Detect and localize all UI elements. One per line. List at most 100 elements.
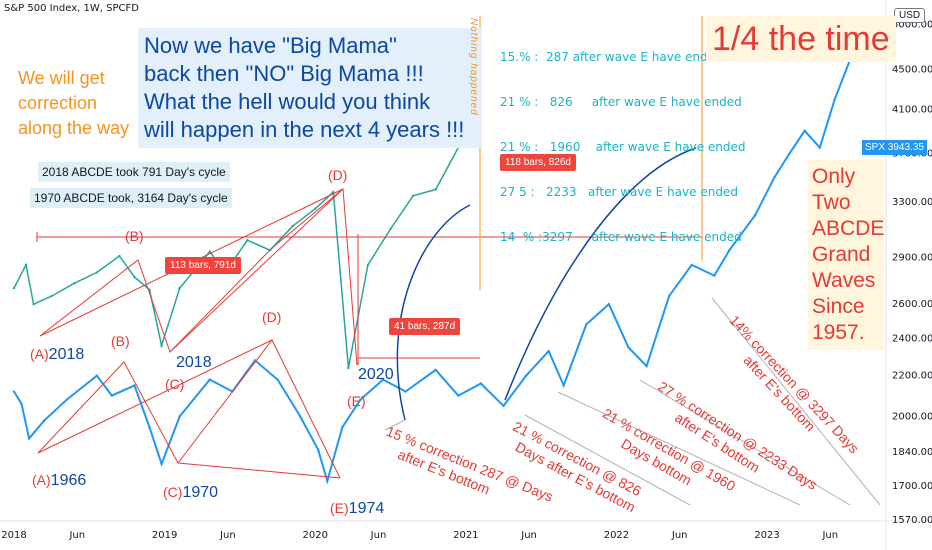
grand-waves-line: Two <box>812 191 851 214</box>
series-point <box>73 282 76 285</box>
wave-e-item: 21 % : 826 after wave E have ended <box>500 95 742 109</box>
series-point <box>133 275 136 279</box>
series-point <box>788 152 791 155</box>
series-point <box>773 175 776 179</box>
series-point <box>24 263 28 267</box>
x-tick-label: Jun <box>219 530 236 541</box>
series-point <box>65 398 68 401</box>
projection-arrows <box>396 147 697 421</box>
x-tick-label: Jun <box>68 530 85 541</box>
series-point <box>728 248 731 252</box>
y-tick-label: 1570.00 <box>892 515 932 526</box>
series-point <box>314 207 317 210</box>
big-mama-line: will happen in the next 4 years !!! <box>144 117 465 142</box>
price-tag: SPX 3943.35 <box>862 140 927 155</box>
wave-e-upper: (E) <box>347 393 366 409</box>
x-tick-label: 2018 <box>1 530 26 541</box>
correction-line: along the way <box>18 118 130 138</box>
wave-e-lower: (E)1974 <box>330 500 385 517</box>
series-point <box>803 129 806 132</box>
abcde-lower-lines-2 <box>37 339 273 454</box>
y-tick-label: 5000.00 <box>892 19 932 30</box>
series-point <box>208 250 211 253</box>
wave-d-upper: (D) <box>262 309 282 325</box>
series-point <box>359 398 362 401</box>
series-point <box>332 190 335 194</box>
correction-line: We will get <box>18 68 105 88</box>
series-point <box>27 437 31 440</box>
series-point <box>298 415 302 418</box>
grand-waves-line: Only <box>812 165 856 188</box>
series-point <box>347 366 350 370</box>
wave-a-upper: (A)2018 <box>30 346 85 363</box>
wave-lines-lower <box>37 339 341 479</box>
bars-label-826: 118 bars, 826d <box>500 154 576 171</box>
big-mama-line: Now we have "Big Mama" <box>144 33 397 58</box>
series-point <box>148 426 151 429</box>
correction-note: We will get correction along the way <box>18 66 138 141</box>
x-tick-label: Jun <box>370 530 387 541</box>
wave-a-lower: (A)1966 <box>32 472 87 489</box>
wave-b-upper: (B) <box>111 333 130 349</box>
series-point <box>133 384 136 387</box>
wave-b-mid: (B) <box>125 228 144 244</box>
series-point <box>645 364 648 368</box>
y-tick-label: 4100.00 <box>892 104 932 115</box>
cycle-2018-note: 2018 ABCDE took 791 Day's cycle <box>38 162 230 182</box>
series-point <box>341 426 344 429</box>
series-point <box>627 346 630 349</box>
grand-waves-line: Since <box>812 295 865 318</box>
x-tick-label: Jun <box>520 530 537 541</box>
series-point <box>479 382 483 385</box>
big-mama-note: Now we have "Big Mama" back then "NO" Bi… <box>138 28 482 148</box>
series-point <box>366 263 370 267</box>
series-point <box>276 378 279 381</box>
quarter-time-note: 1/4 the time <box>706 16 896 62</box>
series-point <box>246 238 249 242</box>
abcde-upper-lines <box>39 187 358 366</box>
y-tick-label: 3300.00 <box>892 197 932 208</box>
series-point <box>562 384 565 387</box>
arrow-2020-down <box>396 204 471 421</box>
series-point <box>434 368 437 372</box>
x-tick-label: 2022 <box>604 530 629 541</box>
bars-label-287: 41 bars, 287d <box>389 318 461 335</box>
wave-e-list: 15.% : 287 after wave E have ended 21 % … <box>500 20 746 260</box>
x-tick-label: 2021 <box>453 530 478 541</box>
series-point <box>178 415 181 418</box>
bars-label-791: 113 bars, 791d <box>165 257 241 274</box>
series-point <box>381 378 385 381</box>
series-point <box>12 286 16 290</box>
series-point <box>585 323 588 326</box>
correction-line: correction <box>18 93 98 113</box>
correction-pointers <box>384 297 881 506</box>
y-tick-label: 1840.00 <box>892 447 932 458</box>
series-point <box>118 254 121 258</box>
abcde-upper-lines-3 <box>169 188 344 353</box>
big-mama-line: What the hell would you think <box>144 89 431 114</box>
series-point <box>404 390 407 393</box>
series-point <box>32 303 35 306</box>
series-point <box>160 344 163 347</box>
series-point <box>667 294 671 298</box>
grand-waves-line: Grand <box>812 243 871 266</box>
series-point <box>547 349 550 353</box>
series-point <box>818 146 821 149</box>
wave-e-item: 15.% : 287 after wave E have ended <box>500 50 723 64</box>
currency-badge[interactable]: USD <box>894 8 926 23</box>
grand-waves-line: ABCDE <box>812 217 885 240</box>
grand-waves-line: Waves <box>812 269 876 292</box>
series-point <box>317 448 320 451</box>
series-point <box>326 479 329 483</box>
big-mama-line: back then "NO" Big Mama !!! <box>144 61 424 86</box>
series-point <box>753 214 757 217</box>
pointer-3 <box>557 391 801 506</box>
series-point <box>95 374 99 377</box>
series-point <box>291 225 294 228</box>
nothing-happened-label: Nothing happened <box>468 18 479 116</box>
wave-e-item: 21 % : 1960 after wave E have ended <box>500 140 746 154</box>
cycle-1970-note: 1970 ABCDE took, 3164 Day's cycle <box>30 188 232 208</box>
y-tick-label: 2400.00 <box>892 333 932 344</box>
series-point <box>690 263 693 267</box>
